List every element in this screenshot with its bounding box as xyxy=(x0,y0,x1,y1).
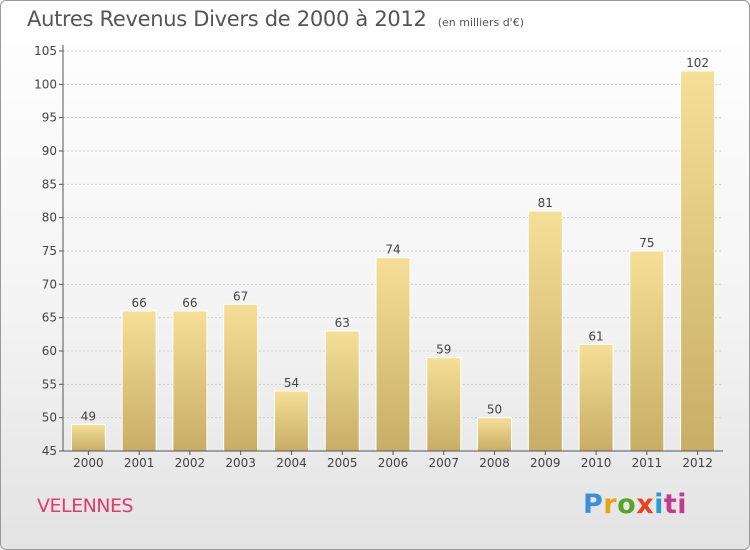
x-tick-label: 2012 xyxy=(682,456,713,470)
logo-letter: i xyxy=(654,489,664,520)
bar xyxy=(172,310,208,452)
data-label: 49 xyxy=(81,409,96,423)
data-label: 75 xyxy=(639,236,654,250)
bars: 49 66 66 67 54 63 74 59 50 81 61 75 102 xyxy=(70,56,716,452)
bar xyxy=(121,310,157,452)
y-tick-label: 80 xyxy=(42,211,57,225)
bar xyxy=(477,417,513,452)
bar xyxy=(273,390,309,452)
y-tick-label: 70 xyxy=(42,277,57,291)
x-tick-label: 2000 xyxy=(73,456,104,470)
data-label: 74 xyxy=(385,243,400,257)
bar xyxy=(629,250,665,452)
data-label: 102 xyxy=(686,56,709,70)
data-label: 54 xyxy=(284,376,299,390)
bar xyxy=(426,357,462,452)
x-tick-label: 2008 xyxy=(479,456,510,470)
location-name: VELENNES xyxy=(37,495,134,517)
x-tick-label: 2006 xyxy=(378,456,409,470)
bar xyxy=(578,343,614,452)
y-tick-label: 50 xyxy=(42,411,57,425)
bar xyxy=(375,257,411,452)
x-tick-label: 2011 xyxy=(632,456,663,470)
bar xyxy=(70,423,106,452)
logo-letter: o xyxy=(617,489,637,520)
bar xyxy=(527,210,563,452)
y-tick-label: 75 xyxy=(42,244,57,258)
bar xyxy=(680,70,716,452)
x-tick-label: 2004 xyxy=(276,456,307,470)
x-tick-label: 2002 xyxy=(175,456,206,470)
proxiti-logo: Proxiti xyxy=(583,489,687,520)
y-tick-label: 95 xyxy=(42,111,57,125)
data-label: 59 xyxy=(436,343,451,357)
logo-letter: ti xyxy=(663,489,688,520)
y-tick-label: 85 xyxy=(42,177,57,191)
x-tick-label: 2007 xyxy=(428,456,459,470)
data-label: 67 xyxy=(233,289,248,303)
data-label: 50 xyxy=(487,403,502,417)
x-tick-label: 2001 xyxy=(124,456,155,470)
data-label: 81 xyxy=(538,196,553,210)
logo-letter: r xyxy=(603,489,618,520)
y-tick-label: 65 xyxy=(42,311,57,325)
chart-subtitle: (en milliers d'€) xyxy=(437,16,524,29)
y-tick-label: 90 xyxy=(42,144,57,158)
chart-title-block: Autres Revenus Divers de 2000 à 2012 (en… xyxy=(27,7,524,31)
y-tick-label: 45 xyxy=(42,444,57,458)
data-label: 66 xyxy=(132,296,147,310)
data-label: 61 xyxy=(588,329,603,343)
data-label: 66 xyxy=(182,296,197,310)
chart-title: Autres Revenus Divers de 2000 à 2012 xyxy=(27,7,427,31)
y-tick-label: 105 xyxy=(34,44,57,58)
x-tick-label: 2005 xyxy=(327,456,358,470)
bar xyxy=(223,303,259,452)
axes: 45 50 55 60 65 70 75 80 85 90 95 100 105 2000 2001 2002… xyxy=(34,44,723,470)
y-tick-label: 55 xyxy=(42,377,57,391)
x-tick-label: 2010 xyxy=(581,456,612,470)
x-tick-label: 2003 xyxy=(225,456,256,470)
logo-letter: x xyxy=(636,489,655,520)
logo-letter: P xyxy=(583,489,604,520)
y-tick-label: 100 xyxy=(34,77,57,91)
y-tick-label: 60 xyxy=(42,344,57,358)
x-tick-label: 2009 xyxy=(530,456,561,470)
data-label: 63 xyxy=(335,316,350,330)
bar xyxy=(324,330,360,452)
